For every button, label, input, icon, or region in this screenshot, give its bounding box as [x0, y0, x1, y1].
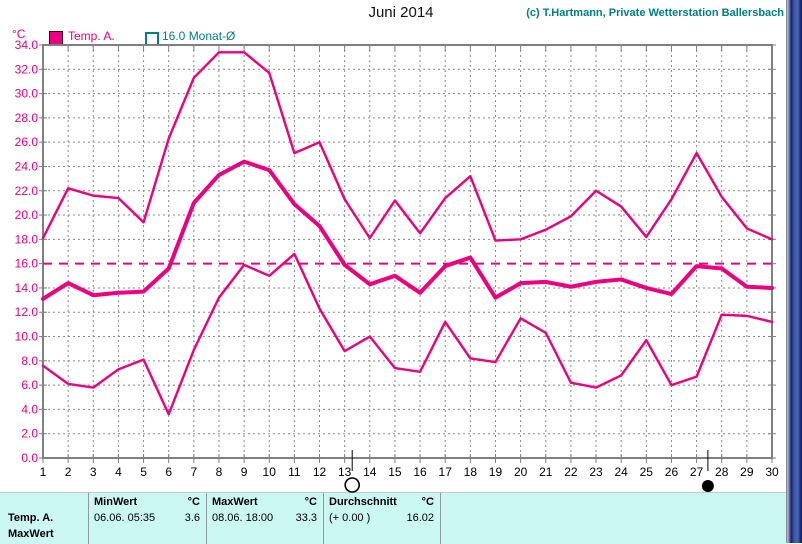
table-separator	[440, 493, 441, 544]
y-tick-label: 6.0	[21, 378, 38, 392]
y-axis-unit-label: °C	[12, 27, 26, 41]
y-tick-label: 14.0	[15, 281, 39, 295]
temp-min-line	[41, 252, 774, 416]
x-tick-label: 16	[413, 465, 427, 479]
y-tick-label: 8.0	[21, 354, 38, 368]
table-separator	[206, 493, 207, 544]
new-moon-icon	[701, 480, 714, 492]
x-tick-label: 29	[740, 465, 754, 479]
y-tick-label: 12.0	[15, 305, 39, 319]
x-tick-label: 2	[65, 465, 72, 479]
maxwert-datetime: 08.06. 18:00	[212, 512, 274, 524]
x-tick-label: 12	[313, 465, 327, 479]
x-tick-label: 7	[190, 465, 197, 479]
x-tick-label: 5	[140, 465, 147, 479]
y-tick-label: 26.0	[15, 135, 39, 149]
durchschnitt-offset: (+ 0.00 )	[329, 512, 371, 524]
temp-series-swatch	[49, 31, 63, 45]
minwert-header: MinWert	[94, 496, 138, 508]
x-tick-label: 25	[640, 465, 654, 479]
y-tick-label: 28.0	[15, 111, 39, 125]
y-tick-label: 0.0	[21, 451, 38, 465]
x-tick-label: 30	[765, 465, 779, 479]
stats-table: Temp. A. MaxWert MinWert °C 06.06. 05:35…	[0, 492, 789, 544]
x-tick-label: 3	[90, 465, 97, 479]
temp-series-label: Temp. A.	[68, 29, 115, 43]
maxwert-value: 33.3	[295, 512, 317, 524]
durchschnitt-header: Durchschnitt	[329, 496, 397, 508]
x-tick-label: 6	[165, 465, 172, 479]
plot-border	[42, 44, 773, 459]
monthly-average-label: 16.0 Monat-Ø	[162, 29, 236, 43]
y-tick-label: 2.0	[21, 427, 38, 441]
temp-mean-line	[41, 159, 774, 301]
y-tick-label: 30.0	[15, 87, 39, 101]
y-tick-label: 20.0	[15, 208, 39, 222]
x-tick-label: 9	[241, 465, 248, 479]
window-border	[786, 0, 802, 543]
x-tick-label: 15	[388, 465, 402, 479]
y-tick-label: 4.0	[21, 402, 38, 416]
y-tick-label: 32.0	[15, 62, 39, 76]
x-tick-label: 23	[589, 465, 603, 479]
x-tick-label: 20	[514, 465, 528, 479]
copyright-text: (c) T.Hartmann, Private Wetterstation Ba…	[526, 7, 784, 19]
x-tick-label: 24	[614, 465, 628, 479]
x-tick-label: 1	[40, 465, 47, 479]
y-tick-label: 16.0	[15, 257, 39, 271]
y-tick-label: 10.0	[15, 330, 39, 344]
maxwert-unit: °C	[304, 496, 317, 508]
x-tick-label: 8	[216, 465, 223, 479]
minwert-value: 3.6	[184, 512, 200, 524]
maxwert-header: MaxWert	[212, 496, 258, 508]
durchschnitt-value: 16.02	[406, 512, 434, 524]
page-title: Juni 2014	[368, 4, 434, 21]
x-tick-label: 10	[263, 465, 277, 479]
table-separator	[88, 493, 89, 544]
table-row-label2: MaxWert	[8, 528, 54, 540]
x-tick-label: 11	[288, 465, 301, 479]
minwert-datetime: 06.06. 05:35	[94, 512, 156, 524]
table-row-label: Temp. A.	[8, 512, 54, 524]
minwert-unit: °C	[187, 496, 200, 508]
x-tick-label: 14	[363, 465, 377, 479]
x-tick-label: 22	[564, 465, 578, 479]
x-tick-label: 26	[665, 465, 679, 479]
chart-legend: Temp. A. 16.0 Monat-Ø	[0, 27, 400, 47]
x-tick-label: 21	[539, 465, 553, 479]
temp-max-line	[41, 51, 774, 242]
x-tick-label: 28	[715, 465, 729, 479]
x-tick-label: 27	[690, 465, 704, 479]
table-separator	[323, 493, 324, 544]
x-tick-label: 19	[489, 465, 503, 479]
y-tick-label: 24.0	[15, 159, 39, 173]
x-tick-label: 17	[439, 465, 453, 479]
x-tick-label: 4	[115, 465, 122, 479]
x-tick-label: 18	[464, 465, 478, 479]
x-tick-label: 13	[338, 465, 352, 479]
monthly-average-swatch	[145, 32, 159, 46]
y-tick-label: 18.0	[15, 232, 39, 246]
durchschnitt-unit: °C	[421, 496, 434, 508]
y-tick-label: 22.0	[15, 184, 39, 198]
full-moon-icon	[344, 477, 360, 493]
